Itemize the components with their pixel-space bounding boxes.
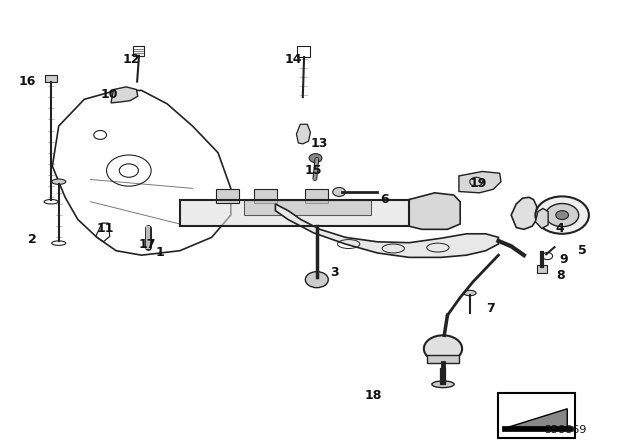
Text: 19: 19 xyxy=(470,177,487,190)
Text: 18: 18 xyxy=(365,389,382,402)
Text: 3: 3 xyxy=(330,267,339,280)
Text: 8: 8 xyxy=(556,269,564,282)
Bar xyxy=(297,46,310,57)
Text: 6: 6 xyxy=(381,193,389,206)
Text: 12: 12 xyxy=(122,53,140,66)
Polygon shape xyxy=(275,204,499,258)
Ellipse shape xyxy=(52,179,66,185)
Polygon shape xyxy=(180,199,409,226)
Text: 2: 2 xyxy=(28,233,36,246)
Polygon shape xyxy=(244,199,371,215)
Bar xyxy=(132,46,144,56)
Text: 11: 11 xyxy=(97,222,115,235)
Bar xyxy=(427,355,459,363)
Text: 15: 15 xyxy=(304,164,321,177)
Polygon shape xyxy=(459,172,501,193)
Text: 4: 4 xyxy=(556,222,564,235)
Circle shape xyxy=(309,154,322,163)
Bar xyxy=(502,426,572,431)
Polygon shape xyxy=(296,124,310,144)
Circle shape xyxy=(305,271,328,288)
Text: 10: 10 xyxy=(100,88,118,101)
Bar xyxy=(305,189,328,202)
Text: 9: 9 xyxy=(559,253,568,266)
Bar xyxy=(499,393,575,438)
Polygon shape xyxy=(409,193,460,229)
Circle shape xyxy=(424,335,462,362)
Bar xyxy=(537,265,547,273)
Bar xyxy=(254,189,277,202)
Text: 17: 17 xyxy=(138,237,156,250)
Circle shape xyxy=(536,196,589,234)
Circle shape xyxy=(545,203,579,227)
Text: 16: 16 xyxy=(19,75,36,88)
Text: 358869: 358869 xyxy=(544,426,586,435)
Polygon shape xyxy=(536,208,548,228)
Bar xyxy=(216,189,239,202)
Bar xyxy=(45,75,58,82)
Text: 14: 14 xyxy=(285,53,303,66)
Polygon shape xyxy=(111,87,138,103)
Text: 13: 13 xyxy=(310,138,328,151)
Text: 5: 5 xyxy=(578,244,587,257)
Ellipse shape xyxy=(333,188,346,196)
Polygon shape xyxy=(511,197,537,229)
Text: 1: 1 xyxy=(155,246,164,259)
Polygon shape xyxy=(506,409,567,428)
Text: 7: 7 xyxy=(486,302,495,315)
Circle shape xyxy=(556,211,568,220)
Ellipse shape xyxy=(432,381,454,388)
Ellipse shape xyxy=(463,290,476,296)
